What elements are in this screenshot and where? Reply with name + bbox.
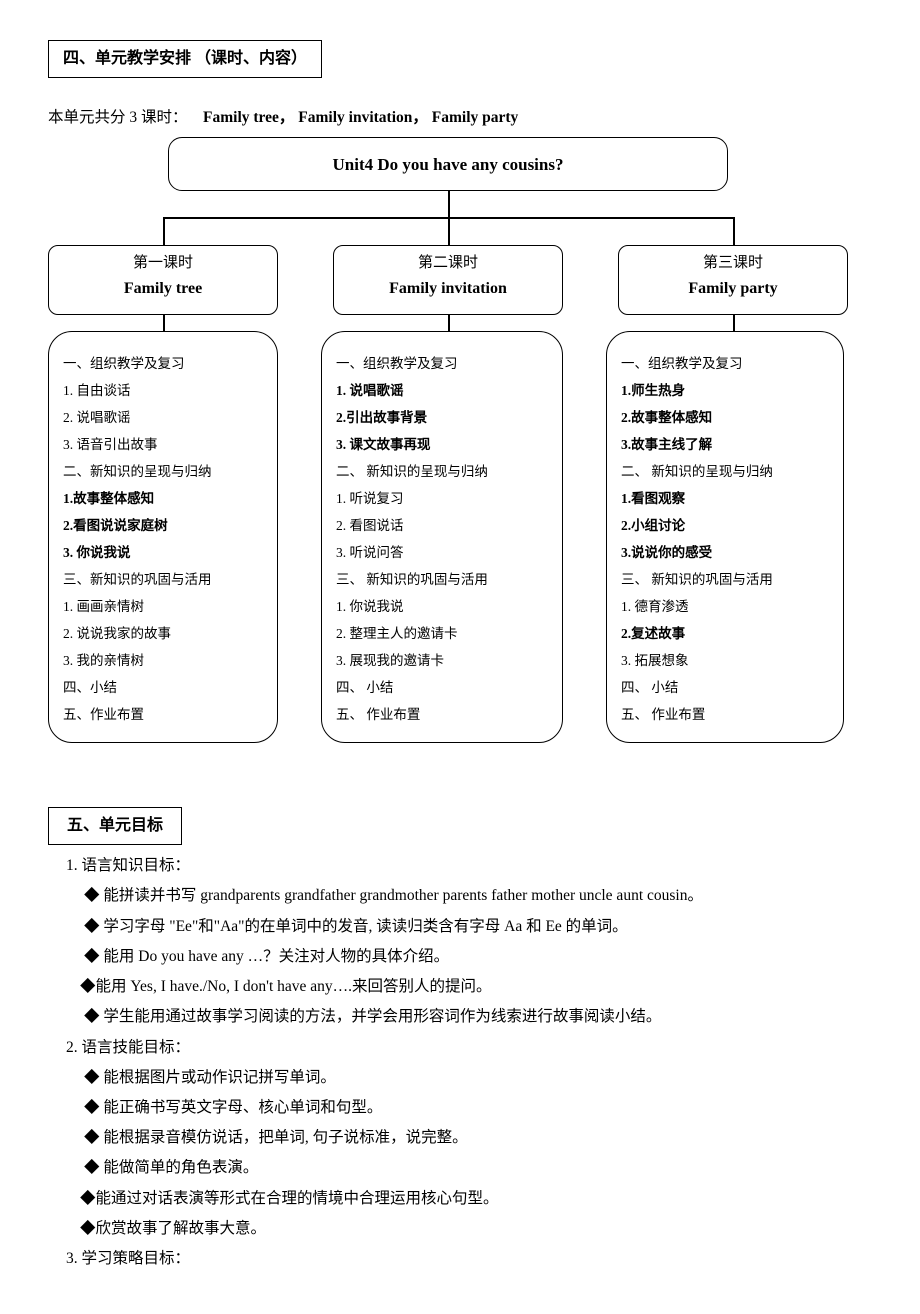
goal-heading: 1. 语言知识目标： bbox=[66, 851, 872, 881]
content-heading: 一、组织教学及复习 bbox=[621, 350, 829, 377]
section4-title-box: 四、单元教学安排 （课时、内容） bbox=[48, 40, 322, 78]
content-heading: 三、新知识的巩固与活用 bbox=[63, 566, 263, 593]
content-heading: 五、 作业布置 bbox=[621, 701, 829, 728]
content-heading: 一、组织教学及复习 bbox=[336, 350, 548, 377]
connector-line bbox=[448, 315, 450, 331]
content-item: 1. 说唱歌谣 bbox=[336, 377, 548, 404]
content-item: 2. 看图说话 bbox=[336, 512, 548, 539]
goal-bullet: 能拼读并书写 grandparents grandfather grandmot… bbox=[84, 881, 872, 911]
lesson-box: 第三课时Family party bbox=[618, 245, 848, 315]
content-item: 1.看图观察 bbox=[621, 485, 829, 512]
goal-bullet: 学生能用通过故事学习阅读的方法，并学会用形容词作为线索进行故事阅读小结。 bbox=[84, 1002, 872, 1032]
intro-prefix: 本单元共分 3 课时： bbox=[48, 109, 188, 126]
content-item: 1. 你说我说 bbox=[336, 593, 548, 620]
goal-bullet: 能用 Do you have any …？关注对人物的具体介绍。 bbox=[84, 942, 872, 972]
content-item: 1. 自由谈话 bbox=[63, 377, 263, 404]
content-box: 一、组织教学及复习1. 自由谈话2. 说唱歌谣3. 语音引出故事二、新知识的呈现… bbox=[48, 331, 278, 743]
unit-title: Unit4 Do you have any cousins? bbox=[333, 152, 564, 178]
content-heading: 一、组织教学及复习 bbox=[63, 350, 263, 377]
content-item: 3.说说你的感受 bbox=[621, 539, 829, 566]
lesson-en: Family invitation bbox=[334, 277, 562, 301]
section4-title: 四、单元教学安排 （课时、内容） bbox=[63, 50, 307, 67]
section5-title: 五、单元目标 bbox=[67, 817, 163, 834]
content-heading: 二、 新知识的呈现与归纳 bbox=[336, 458, 548, 485]
content-item: 3. 听说问答 bbox=[336, 539, 548, 566]
goal-heading: 3. 学习策略目标： bbox=[66, 1244, 872, 1274]
goal-bullet: 能用 Yes, I have./No, I don't have any….来回… bbox=[80, 972, 872, 1002]
goals-list: 1. 语言知识目标： 能拼读并书写 grandparents grandfath… bbox=[48, 851, 872, 1274]
content-heading: 五、作业布置 bbox=[63, 701, 263, 728]
content-box: 一、组织教学及复习1.师生热身2.故事整体感知3.故事主线了解二、 新知识的呈现… bbox=[606, 331, 844, 743]
content-heading: 四、小结 bbox=[63, 674, 263, 701]
intro-bold: Family tree， Family invitation， Family p… bbox=[203, 109, 518, 126]
content-item: 2. 整理主人的邀请卡 bbox=[336, 620, 548, 647]
goal-bullet: 能做简单的角色表演。 bbox=[84, 1153, 872, 1183]
content-item: 2.故事整体感知 bbox=[621, 404, 829, 431]
content-box: 一、组织教学及复习1. 说唱歌谣2.引出故事背景3. 课文故事再现二、 新知识的… bbox=[321, 331, 563, 743]
content-heading: 四、 小结 bbox=[621, 674, 829, 701]
content-item: 1. 听说复习 bbox=[336, 485, 548, 512]
lesson-cn: 第一课时 bbox=[49, 252, 277, 275]
goal-bullet: 能根据图片或动作识记拼写单词。 bbox=[84, 1063, 872, 1093]
content-item: 1.故事整体感知 bbox=[63, 485, 263, 512]
lesson-cn: 第二课时 bbox=[334, 252, 562, 275]
goal-bullet: 能正确书写英文字母、核心单词和句型。 bbox=[84, 1093, 872, 1123]
content-item: 3. 拓展想象 bbox=[621, 647, 829, 674]
unit-title-box: Unit4 Do you have any cousins? bbox=[168, 137, 728, 191]
content-item: 2. 说唱歌谣 bbox=[63, 404, 263, 431]
content-item: 1.师生热身 bbox=[621, 377, 829, 404]
content-item: 1. 德育渗透 bbox=[621, 593, 829, 620]
connector-line bbox=[733, 217, 735, 245]
section5-title-box: 五、单元目标 bbox=[48, 807, 182, 845]
goal-bullet: 欣赏故事了解故事大意。 bbox=[80, 1214, 872, 1244]
content-item: 2.引出故事背景 bbox=[336, 404, 548, 431]
lesson-box: 第二课时Family invitation bbox=[333, 245, 563, 315]
intro-line: 本单元共分 3 课时： Family tree， Family invitati… bbox=[48, 106, 872, 129]
content-heading: 五、 作业布置 bbox=[336, 701, 548, 728]
content-heading: 二、 新知识的呈现与归纳 bbox=[621, 458, 829, 485]
goal-bullet: 学习字母 "Ee"和"Aa"的在单词中的发音, 读读归类含有字母 Aa 和 Ee… bbox=[84, 912, 872, 942]
content-item: 2.小组讨论 bbox=[621, 512, 829, 539]
goal-heading: 2. 语言技能目标： bbox=[66, 1033, 872, 1063]
content-item: 3. 我的亲情树 bbox=[63, 647, 263, 674]
content-item: 1. 画画亲情树 bbox=[63, 593, 263, 620]
content-heading: 三、 新知识的巩固与活用 bbox=[621, 566, 829, 593]
lesson-cn: 第三课时 bbox=[619, 252, 847, 275]
content-item: 2. 说说我家的故事 bbox=[63, 620, 263, 647]
content-item: 3.故事主线了解 bbox=[621, 431, 829, 458]
content-item: 2.复述故事 bbox=[621, 620, 829, 647]
content-item: 3. 语音引出故事 bbox=[63, 431, 263, 458]
goal-bullet: 能通过对话表演等形式在合理的情境中合理运用核心句型。 bbox=[80, 1184, 872, 1214]
lesson-en: Family tree bbox=[49, 277, 277, 301]
content-heading: 三、 新知识的巩固与活用 bbox=[336, 566, 548, 593]
goal-bullet: 能根据录音模仿说话，把单词, 句子说标准，说完整。 bbox=[84, 1123, 872, 1153]
connector-line bbox=[733, 315, 735, 331]
content-item: 3. 展现我的邀请卡 bbox=[336, 647, 548, 674]
connector-line bbox=[448, 217, 450, 245]
content-item: 3. 你说我说 bbox=[63, 539, 263, 566]
content-item: 3. 课文故事再现 bbox=[336, 431, 548, 458]
lesson-en: Family party bbox=[619, 277, 847, 301]
lesson-diagram: Unit4 Do you have any cousins? 第一课时Famil… bbox=[48, 137, 872, 777]
connector-line bbox=[448, 191, 450, 217]
lesson-box: 第一课时Family tree bbox=[48, 245, 278, 315]
connector-line bbox=[163, 315, 165, 331]
content-heading: 二、新知识的呈现与归纳 bbox=[63, 458, 263, 485]
connector-line bbox=[163, 217, 165, 245]
content-item: 2.看图说说家庭树 bbox=[63, 512, 263, 539]
content-heading: 四、 小结 bbox=[336, 674, 548, 701]
